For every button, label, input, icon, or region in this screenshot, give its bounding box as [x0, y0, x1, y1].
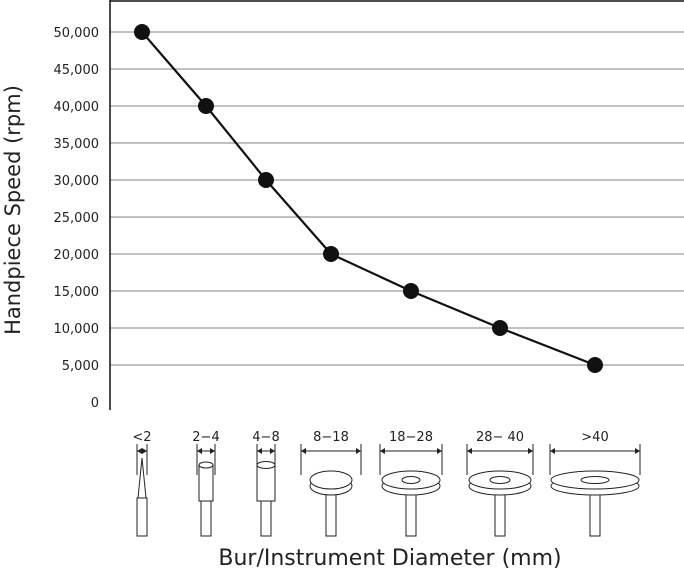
small-disc-icon	[309, 470, 353, 537]
series-line	[141, 31, 596, 367]
data-point	[198, 98, 214, 114]
y-tick-label: 20,000	[54, 248, 100, 263]
width-dimension-marker	[466, 444, 534, 475]
grid-lines	[110, 0, 684, 366]
y-tick-label: 40,000	[54, 100, 100, 115]
x-axis-categories: <2 2−4 4−8 8−18 18−28 28− 40 >40	[132, 430, 641, 475]
data-points	[134, 24, 603, 373]
y-tick-label: 45,000	[54, 63, 100, 78]
width-dimension-marker	[196, 444, 216, 475]
data-point	[323, 246, 339, 262]
data-point	[492, 320, 508, 336]
data-point	[403, 283, 419, 299]
y-tick-label: 10,000	[54, 322, 100, 337]
y-tick-label: 5,000	[62, 359, 99, 374]
width-dimension-marker	[136, 444, 148, 475]
data-point	[258, 172, 274, 188]
large-disc-icon	[550, 470, 640, 537]
width-dimension-marker	[300, 444, 362, 475]
x-tick-label: 8−18	[313, 430, 349, 445]
width-dimension-marker	[379, 444, 443, 475]
disc-icon	[468, 470, 532, 537]
data-point	[134, 24, 150, 40]
x-tick-label: 2−4	[192, 430, 219, 445]
data-point	[587, 357, 603, 373]
x-axis-label: Bur/Instrument Diameter (mm)	[218, 546, 561, 571]
cylinder-bur-icon	[256, 461, 276, 537]
x-tick-label: <2	[132, 430, 151, 445]
y-tick-label: 30,000	[54, 174, 100, 189]
x-tick-label: 18−28	[389, 430, 433, 445]
x-tick-label: 28− 40	[476, 430, 524, 445]
y-tick-label: 50,000	[54, 26, 100, 41]
y-tick-label: 15,000	[54, 285, 100, 300]
y-tick-label: 35,000	[54, 137, 100, 152]
x-tick-label: >40	[581, 430, 608, 445]
small-cylinder-bur-icon	[198, 461, 214, 537]
instrument-icons	[136, 457, 640, 537]
y-tick-label: 25,000	[54, 211, 100, 226]
x-tick-label: 4−8	[252, 430, 279, 445]
disc-icon	[381, 470, 441, 537]
y-axis-ticks: 0 5,000 10,000 15,000 20,000 25,000 30,000 35,0…	[54, 26, 100, 411]
width-dimension-marker	[549, 444, 641, 475]
thin-bur-icon	[136, 457, 148, 537]
y-axis-label: Handpiece Speed (rpm)	[1, 85, 25, 335]
y-tick-label: 0	[91, 396, 99, 411]
